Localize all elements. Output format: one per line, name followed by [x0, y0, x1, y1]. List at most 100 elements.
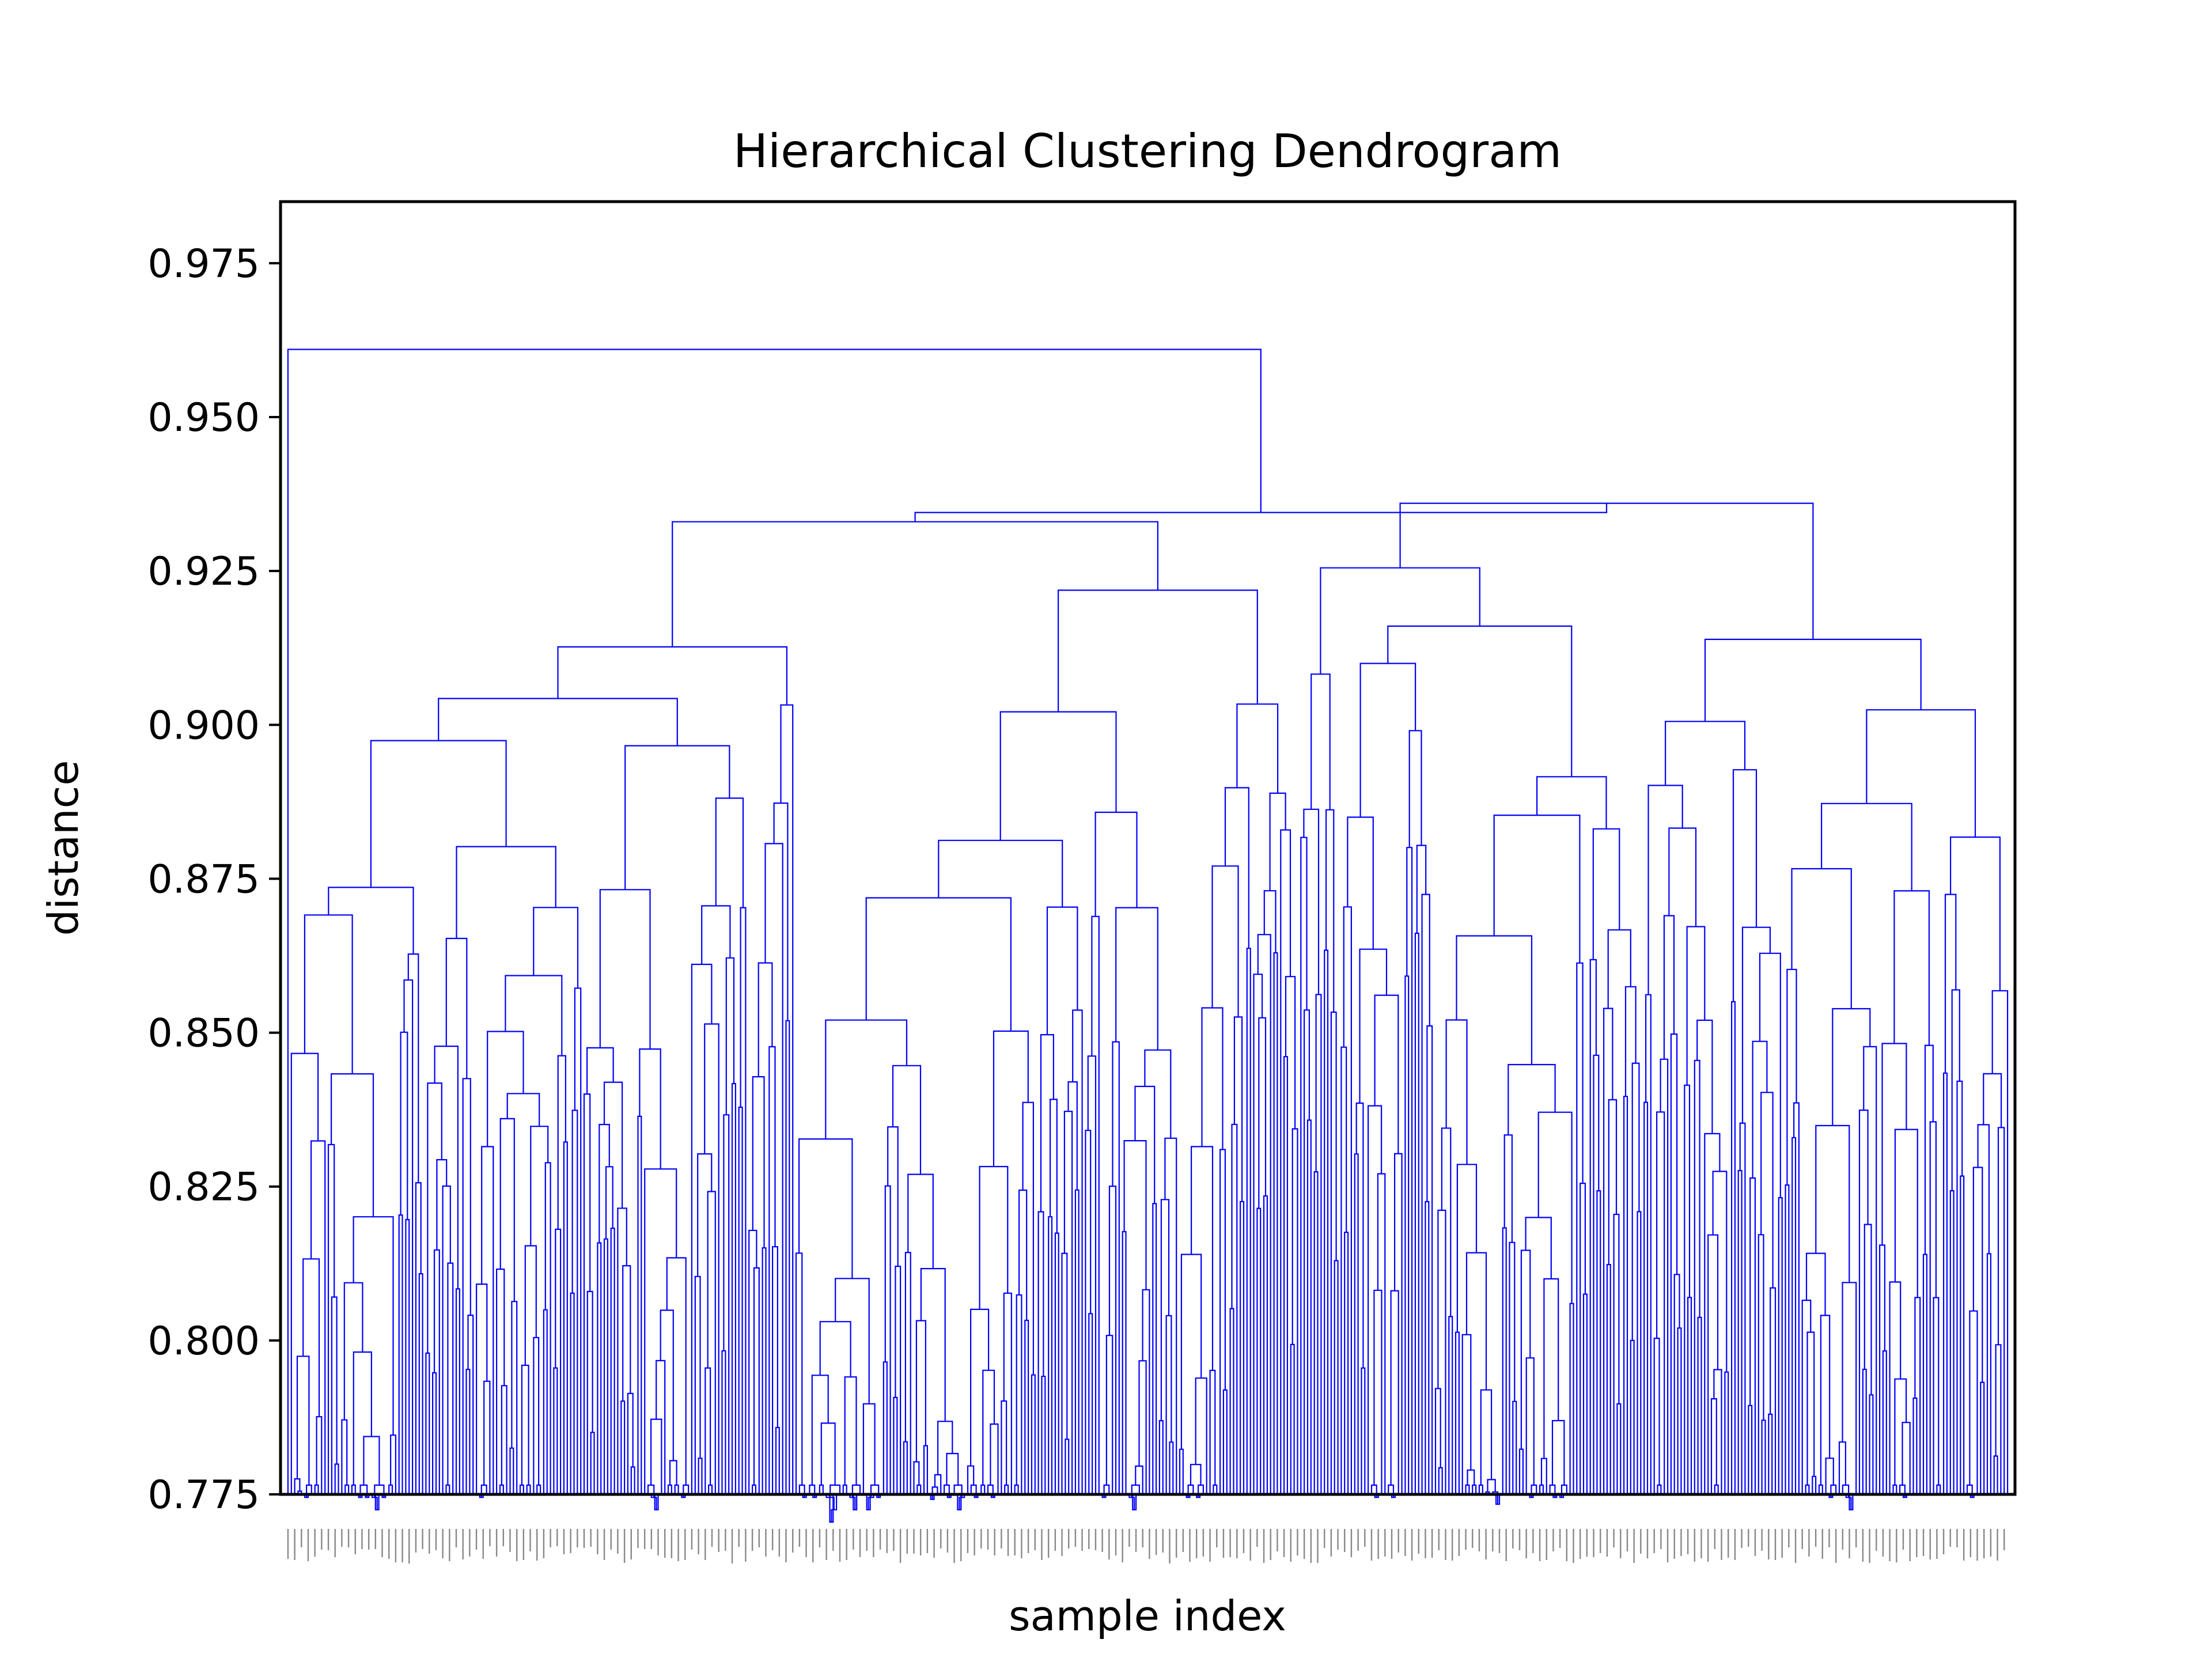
dendrogram-link	[499, 1484, 504, 1494]
dendrogram-link	[1201, 1007, 1224, 1150]
dendrogram-link	[1696, 1019, 1713, 1134]
leaf-label	[1876, 1529, 1877, 1551]
leaf-label	[1505, 1529, 1507, 1561]
dendrogram-link	[707, 1191, 716, 1494]
dendrogram-link	[1495, 1494, 1501, 1505]
dendrogram-link	[853, 1494, 858, 1510]
leaf-label	[1364, 1529, 1366, 1547]
dendrogram-link	[1838, 1441, 1846, 1494]
dendrogram-link	[557, 1055, 566, 1229]
leaf-label	[307, 1529, 309, 1561]
leaf-label	[1882, 1529, 1884, 1557]
dendrogram-link	[343, 1282, 363, 1420]
dendrogram-link	[1995, 1344, 2002, 1494]
dendrogram-link	[467, 1315, 474, 1494]
dendrogram-link	[586, 1290, 593, 1494]
dendrogram-link	[753, 1267, 760, 1494]
leaf-label	[1081, 1529, 1083, 1551]
dendrogram-link	[1552, 1494, 1558, 1498]
leaf-label	[1384, 1529, 1386, 1557]
dendrogram-link	[990, 1423, 999, 1494]
leaf-label	[1438, 1529, 1440, 1550]
dendrogram-link	[1018, 1189, 1028, 1320]
dendrogram-link	[436, 1159, 448, 1250]
dendrogram-link	[1478, 1484, 1483, 1494]
leaf-label	[1404, 1529, 1406, 1556]
leaf-label	[1007, 1529, 1009, 1556]
leaf-label	[1465, 1529, 1467, 1550]
dendrogram-link	[1960, 1175, 1965, 1494]
dendrogram-link	[757, 962, 773, 1077]
leaf-label	[650, 1529, 653, 1549]
leaf-label	[698, 1529, 699, 1554]
leaf-label	[1027, 1529, 1029, 1553]
dendrogram-link	[1437, 1209, 1446, 1494]
dendrogram-link	[812, 1494, 817, 1498]
dendrogram-link	[1559, 1494, 1565, 1498]
leaf-label	[1808, 1529, 1810, 1557]
leaf-label	[691, 1529, 693, 1550]
leaf-label	[1175, 1529, 1177, 1558]
dendrogram-link	[683, 1484, 690, 1498]
leaf-label	[1196, 1529, 1198, 1558]
y-tick-label: 0.875	[147, 857, 260, 902]
dendrogram-link	[1914, 1297, 1921, 1494]
leaf-label	[287, 1529, 289, 1559]
dendrogram-link	[1752, 1040, 1768, 1178]
dendrogram-link	[967, 1465, 975, 1494]
leaf-label	[684, 1529, 686, 1560]
dendrogram-link	[1103, 1484, 1110, 1498]
dendrogram-link	[1668, 827, 1697, 927]
leaf-label	[1001, 1529, 1002, 1549]
leaf-label	[1640, 1529, 1642, 1554]
dendrogram-link	[1758, 1234, 1764, 1494]
dendrogram-link	[1368, 1105, 1382, 1494]
dendrogram-link	[1576, 962, 1584, 1494]
dendrogram-link	[1014, 1484, 1019, 1494]
dendrogram-link	[438, 698, 678, 746]
dendrogram-link	[892, 1065, 922, 1175]
dendrogram-link	[1806, 1331, 1815, 1485]
dendrogram-link	[571, 1110, 578, 1494]
leaf-label	[899, 1529, 902, 1563]
dendrogram-link	[842, 1484, 847, 1494]
dendrogram-link	[785, 1020, 790, 1494]
leaf-label	[1714, 1529, 1716, 1549]
leaf-label	[1997, 1529, 1998, 1561]
leaf-label	[1512, 1529, 1514, 1549]
dendrogram-link	[442, 1185, 451, 1494]
dendrogram-link	[1815, 1125, 1850, 1283]
leaf-label	[1155, 1529, 1157, 1555]
dendrogram-link	[667, 1484, 672, 1494]
dendrogram-link	[1933, 1297, 1940, 1494]
leaf-label	[819, 1529, 821, 1547]
dendrogram-link	[1943, 1072, 1948, 1494]
dendrogram-link	[980, 1484, 986, 1494]
y-axis-label: distance	[39, 760, 88, 936]
dendrogram-link	[599, 889, 651, 1049]
dendrogram-link	[1211, 865, 1239, 1017]
leaf-label	[1088, 1529, 1090, 1549]
dendrogram-link	[1983, 1073, 2002, 1128]
dendrogram-link	[1253, 974, 1263, 1494]
leaf-label	[1472, 1529, 1474, 1548]
leaf-label	[1209, 1529, 1211, 1562]
y-tick-label: 0.800	[147, 1319, 260, 1364]
dendrogram-link	[597, 1242, 602, 1494]
leaf-label	[570, 1529, 571, 1553]
dendrogram-link	[1863, 1224, 1872, 1395]
leaf-label	[489, 1529, 491, 1546]
leaf-label	[408, 1529, 410, 1563]
dendrogram-link	[1643, 1101, 1649, 1494]
dendrogram-link	[829, 1494, 834, 1523]
leaf-label	[449, 1529, 450, 1561]
dendrogram-link	[1240, 1201, 1245, 1494]
dendrogram-link	[1399, 502, 1814, 639]
dendrogram-link	[934, 1474, 942, 1494]
dendrogram-link	[1637, 1211, 1642, 1494]
dendrogram-link	[388, 1484, 393, 1494]
leaf-label	[422, 1529, 423, 1549]
dendrogram-link	[1456, 1164, 1478, 1332]
chart-title: Hierarchical Clustering Dendrogram	[733, 124, 1562, 178]
dendrogram-link	[1863, 1046, 1877, 1494]
